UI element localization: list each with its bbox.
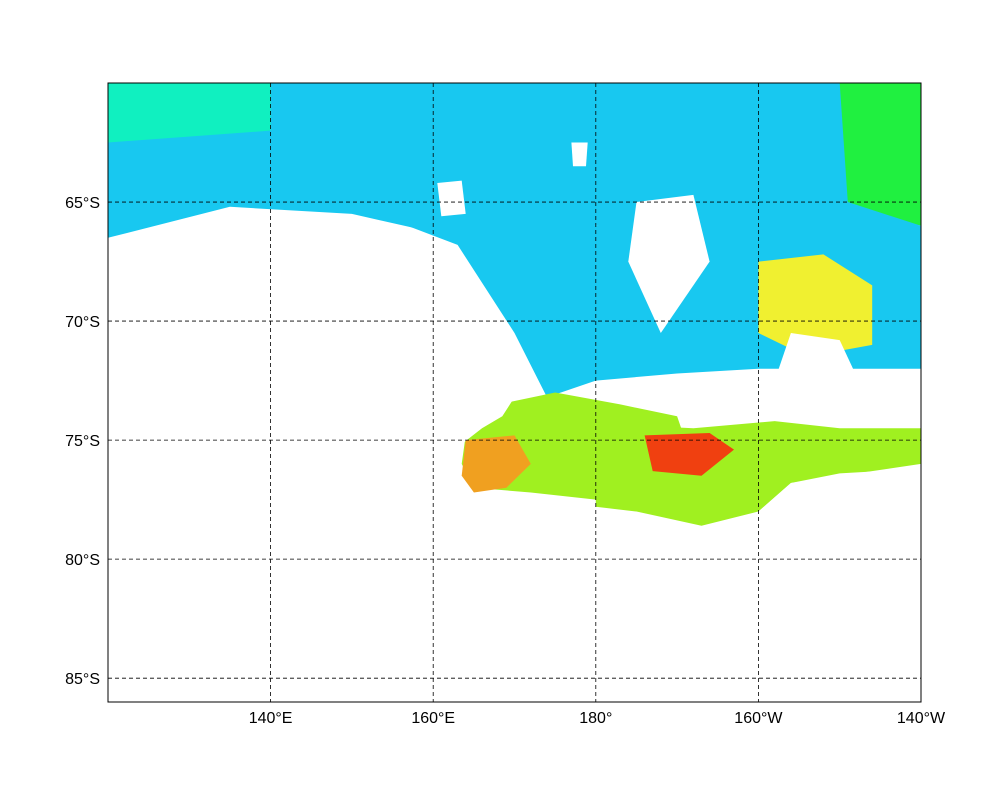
no-data-sea-ice-gap-4 <box>571 142 588 167</box>
field-region-far-east-green <box>839 83 921 226</box>
lon-tick-label: 140°W <box>897 710 946 727</box>
graticule <box>108 83 921 702</box>
data-field-layer <box>108 83 921 526</box>
longitude-labels: 140°E 160°E 180° 160°W 140°W <box>249 710 946 727</box>
no-data-sea-ice-gap-3 <box>437 180 466 217</box>
lon-tick-label: 160°W <box>734 710 783 727</box>
no-data-antarctic-continent <box>108 209 921 702</box>
lon-tick-label: 180° <box>579 710 612 727</box>
lat-tick-label: 85°S <box>65 671 100 688</box>
no-data-layer <box>108 142 921 702</box>
lat-tick-label: 65°S <box>65 195 100 212</box>
field-region-ocean-north-band <box>108 83 921 238</box>
latitude-labels: 65°S 70°S 75°S 80°S 85°S <box>65 195 100 688</box>
lon-tick-label: 160°E <box>411 710 455 727</box>
lon-tick-label: 140°E <box>249 710 293 727</box>
no-data-sea-ice-gap-2 <box>774 333 865 417</box>
lat-tick-label: 80°S <box>65 552 100 569</box>
field-region-ross-sea-hotspot-west <box>461 435 531 493</box>
lat-tick-label: 75°S <box>65 433 100 450</box>
field-region-eastern-warm-patch <box>758 254 873 357</box>
lat-tick-label: 70°S <box>65 314 100 331</box>
field-region-western-coastal-green <box>108 83 271 143</box>
map-frame <box>107 82 922 703</box>
field-region-ross-sea-hotspot-east <box>644 433 734 476</box>
no-data-sea-ice-gap-1 <box>628 194 710 333</box>
